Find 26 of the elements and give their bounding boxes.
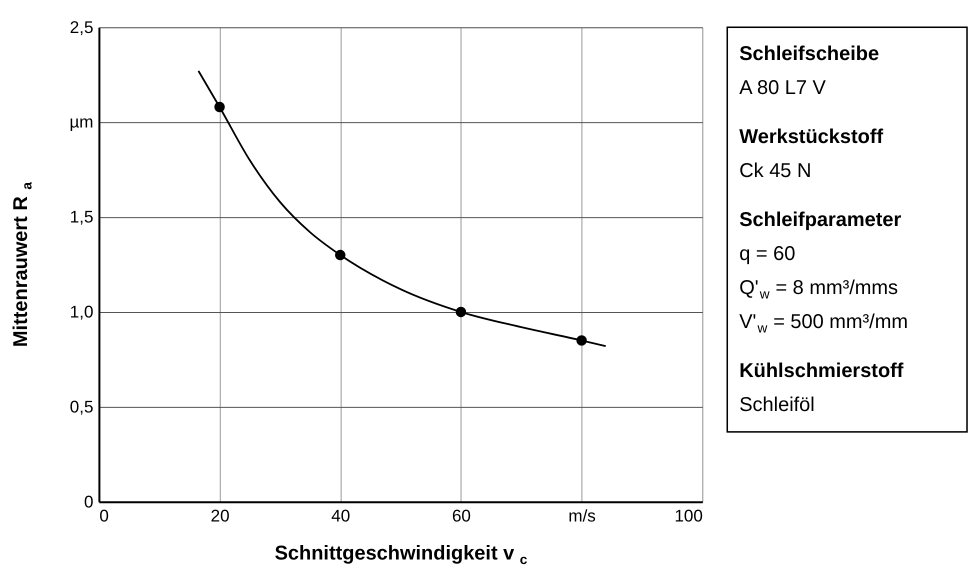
x-tick-label: 100 [674, 506, 703, 526]
text: Kühlschmierstoff [739, 360, 904, 382]
y-tick-label: µm [69, 112, 94, 132]
y-axis-title: Mittenrauwert Ra [10, 182, 34, 348]
point [456, 306, 466, 318]
point [576, 335, 587, 346]
point [214, 102, 225, 112]
line-series [198, 70, 607, 348]
x-tick-label: 40 [331, 506, 350, 526]
y-tick-label: 0 [84, 492, 94, 512]
x-tick-label: 60 [452, 506, 471, 526]
text: A 80 L7 V [739, 77, 827, 100]
x-tick-label: 0 [99, 506, 109, 526]
y-tick-label: 0,5 [70, 397, 94, 416]
x-tick-label: m/s [568, 506, 596, 526]
point [335, 250, 346, 260]
y-tick-label: 1,5 [70, 208, 94, 227]
text: Schleifscheibe [739, 43, 880, 66]
text: Werkstückstoff [739, 126, 884, 148]
y-tick-label: 2,5 [70, 18, 94, 37]
text: q = 60 [739, 243, 796, 266]
y-tick-label: 1,0 [70, 302, 94, 322]
x-tick-label: 20 [210, 506, 230, 526]
text: Schleiföl [739, 394, 815, 416]
text: Ck 45 N [739, 160, 812, 182]
text: Schleifparameter [739, 209, 902, 232]
